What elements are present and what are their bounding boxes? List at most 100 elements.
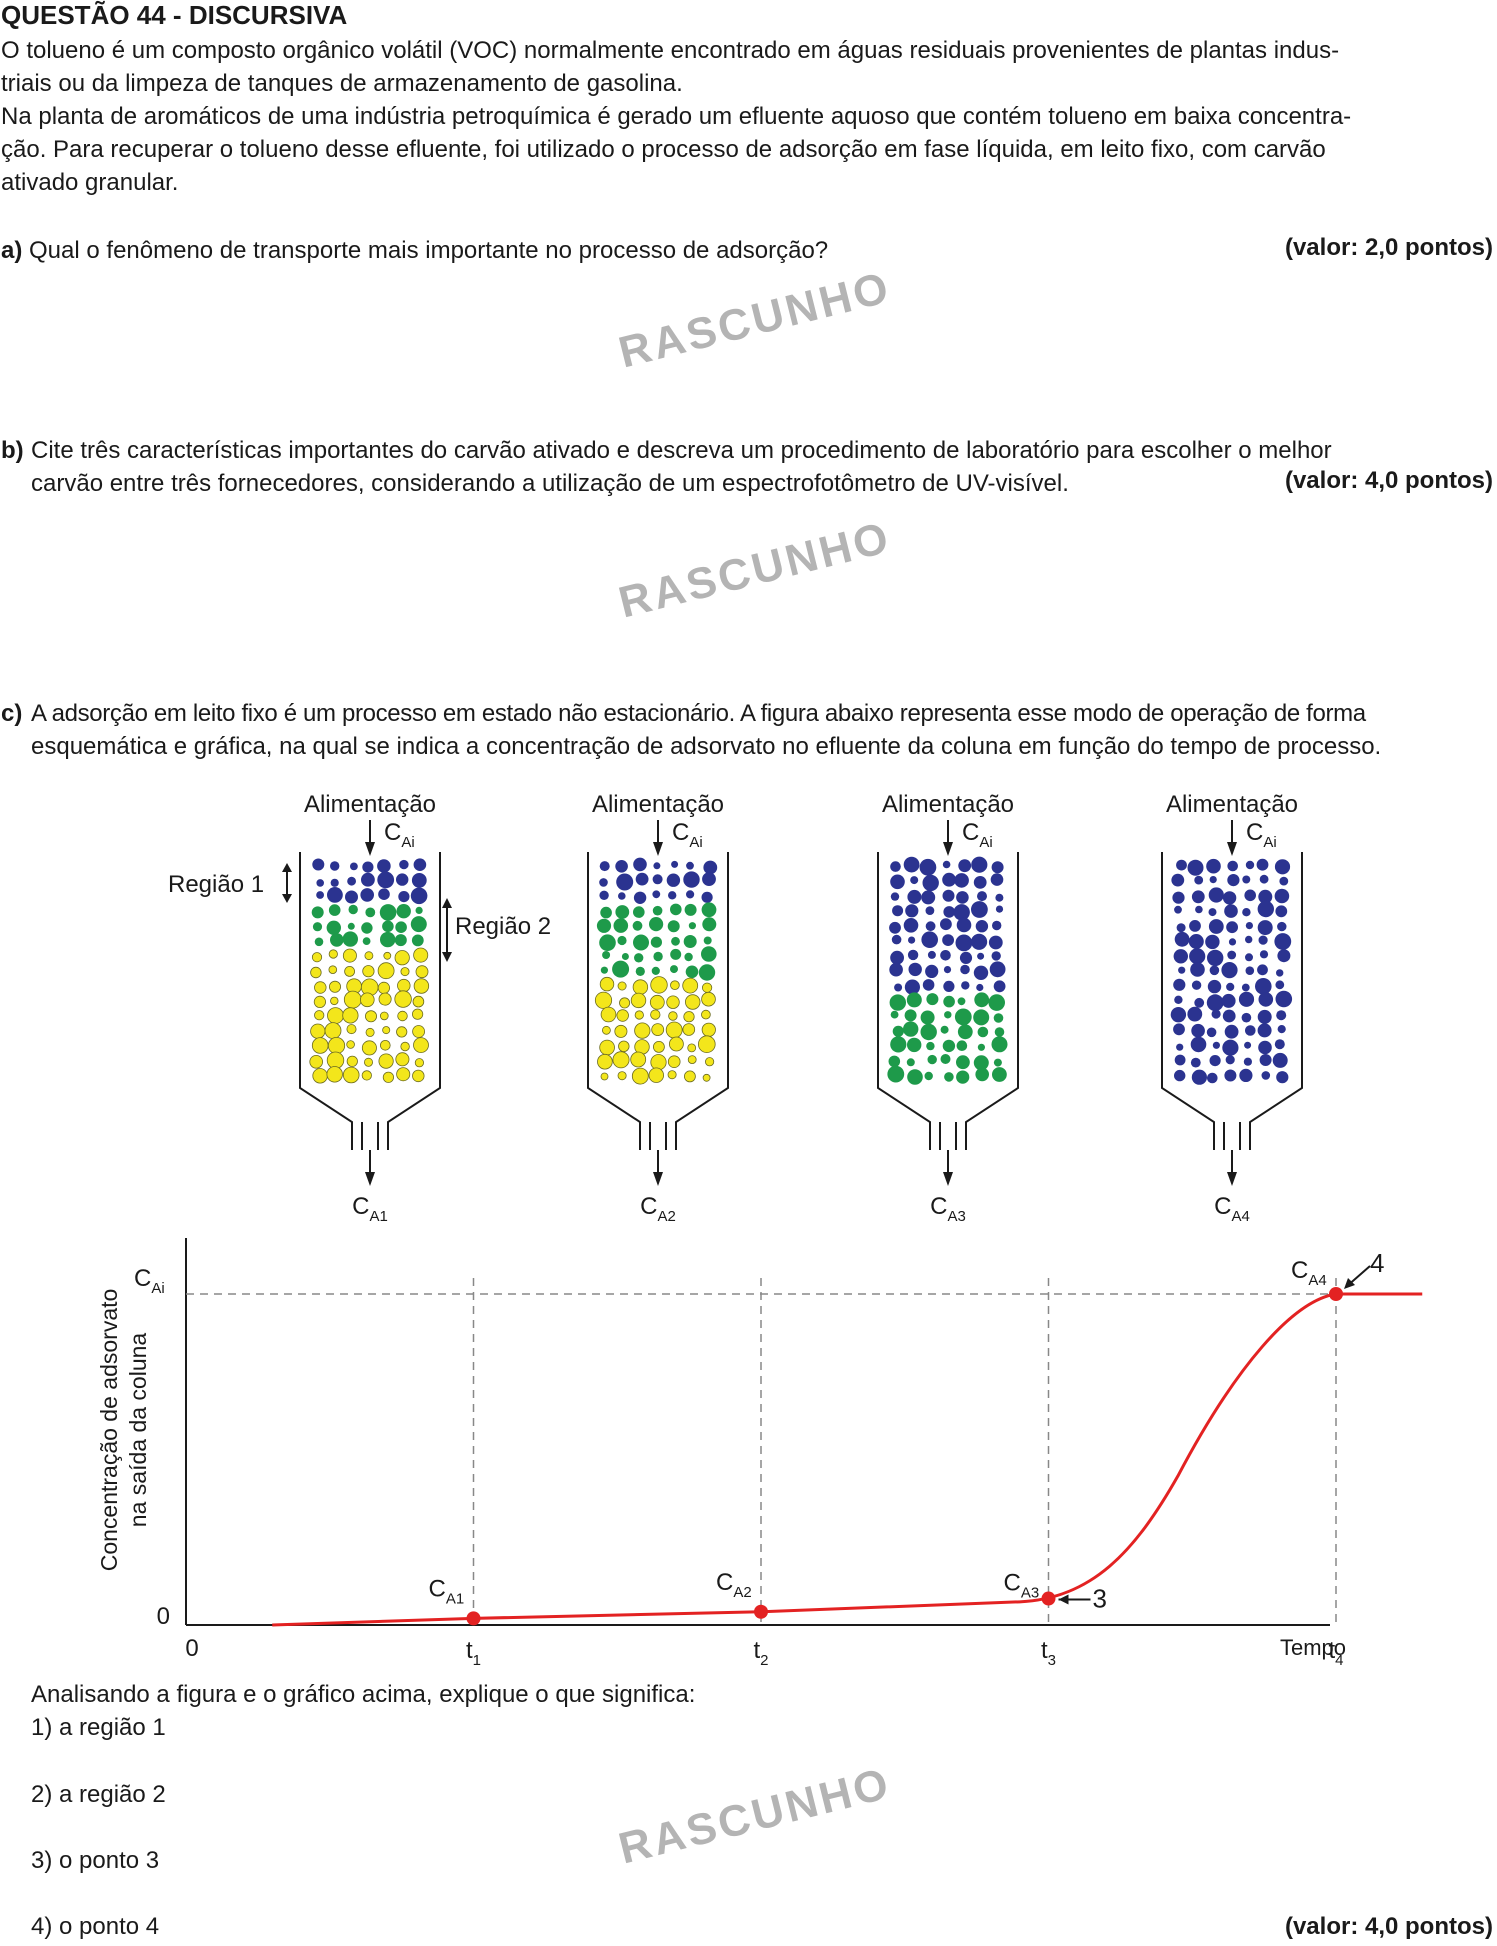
point-3-label: 3 [1093,1584,1107,1614]
adsorbent-particle-free [342,1066,360,1084]
arrow-down-icon [365,1172,375,1186]
feed-concentration-label: CAi [384,819,415,851]
adsorbent-particle-free [342,948,357,963]
adsorbent-particle-transfer-zone [684,903,697,916]
adsorbent-particle-free [412,995,425,1008]
adsorbent-particle-saturated [1170,1007,1187,1023]
adsorbent-particle-saturated [907,889,922,904]
adsorbent-particle-saturated [1275,905,1288,918]
arrow-down-icon [943,842,953,856]
adsorbent-particle-saturated [1187,1006,1203,1022]
adsorbent-particle-saturated [1276,1071,1289,1084]
adsorbent-particle-saturated [1224,1024,1239,1039]
adsorbent-particle-saturated [686,890,695,899]
adsorbent-particle-saturated [1244,889,1256,902]
adsorbent-particle-saturated [925,921,936,932]
analysis-item: 3) o ponto 3 [31,1847,160,1874]
adsorbent-particle-free [382,1026,391,1035]
adsorbent-particle-transfer-zone [703,936,712,945]
adsorbent-particle-saturated [971,933,988,950]
adsorbent-particle-saturated [890,892,900,901]
adsorbent-particle-saturated [943,966,952,974]
adsorbent-particle-free [667,1070,677,1080]
adsorbent-particle-transfer-zone [973,1055,989,1071]
adsorbent-particle-saturated [956,917,972,933]
adsorbent-particle-saturated [890,874,905,890]
adsorbent-particle-transfer-zone [311,906,324,919]
adsorbent-particle-saturated [616,873,634,891]
adsorbent-particle-transfer-zone [890,1036,907,1053]
feed-label: Alimentação [882,791,1014,818]
adsorbent-particle-saturated [330,861,340,871]
adsorbent-particle-transfer-zone [702,917,717,932]
adsorbent-particle-free [310,1023,326,1039]
adsorbent-particle-saturated [1209,1055,1221,1067]
adsorbent-particle-saturated [633,857,647,872]
adsorbent-particle-transfer-zone [617,935,627,946]
adsorbent-particle-saturated [411,873,427,888]
adsorbent-particle-saturated [988,935,1003,950]
adsorbent-particle-saturated [1207,949,1224,967]
adsorbent-particle-free [687,1043,697,1053]
adsorbent-particle-transfer-zone [394,934,407,947]
adsorbent-particle-saturated [955,934,973,952]
adsorbent-particle-saturated [1189,920,1201,932]
adsorbent-particle-free [365,1027,375,1037]
feed-label: Alimentação [1166,791,1298,818]
adsorbent-particle-transfer-zone [887,1065,905,1083]
adsorbent-particle-free [668,1011,678,1021]
adsorbent-particle-saturated [413,858,427,871]
adsorbent-particle-saturated [1259,950,1269,959]
adsorbent-particle-saturated [1208,908,1217,917]
adsorbent-particle-transfer-zone [940,1054,951,1064]
adsorbent-particle-saturated [1209,876,1217,884]
point-label: CA3 [1004,1570,1040,1602]
adsorbent-particle-free [309,1055,324,1069]
adsorbent-particle-saturated [1189,948,1206,965]
adsorbent-particle-transfer-zone [347,922,355,930]
adsorbent-particle-saturated [940,918,952,931]
adsorbent-particle-free [314,1010,325,1021]
adsorbent-particle-saturated [993,980,1006,993]
adsorbent-particle-transfer-zone [942,1039,956,1053]
adsorbent-particle-saturated [1257,920,1273,936]
adsorbent-particle-transfer-zone [415,906,423,915]
adsorbent-particle-transfer-zone [326,920,341,935]
adsorbent-particle-free [328,949,338,959]
adsorbent-particle-saturated [1274,859,1291,875]
arrow-down-icon [442,952,452,962]
intro-line: O tolueno é um composto orgânico volátil… [1,37,1340,64]
region-1-label: Região 1 [168,871,264,898]
adsorbent-particle-transfer-zone [670,948,682,960]
adsorbent-particle-saturated [1276,969,1284,977]
adsorbent-particle-transfer-zone [701,902,717,918]
adsorbent-particle-free [346,1024,357,1035]
adsorbent-particle-transfer-zone [926,993,939,1006]
adsorbent-particle-transfer-zone [410,916,427,933]
adsorbent-particle-saturated [1258,992,1274,1007]
adsorbent-particle-transfer-zone [651,966,660,976]
adsorbent-particle-transfer-zone [667,920,680,933]
adsorbent-particle-saturated [921,890,936,905]
adsorbent-particle-saturated [908,962,922,977]
adsorbent-particle-free [630,992,647,1009]
adsorbent-particle-saturated [989,961,1006,978]
adsorbent-particle-saturated [890,950,904,965]
adsorbent-particle-free [701,1022,716,1037]
curve-point [1041,1591,1056,1606]
adsorbent-particle-transfer-zone [927,1054,937,1065]
adsorbent-particle-free [394,950,410,966]
region-2-label: Região 2 [455,913,551,940]
adsorbent-particle-free [634,1022,651,1039]
adsorbent-particle-transfer-zone [890,1010,899,1019]
question-b-letter: b) [1,437,24,464]
adsorbent-particle-free [343,990,362,1009]
x-origin-label: 0 [185,1635,198,1662]
adsorbent-particle-saturated [975,920,989,933]
adsorbent-particle-transfer-zone [892,1025,904,1037]
x-tick-label: t3 [1041,1637,1056,1669]
